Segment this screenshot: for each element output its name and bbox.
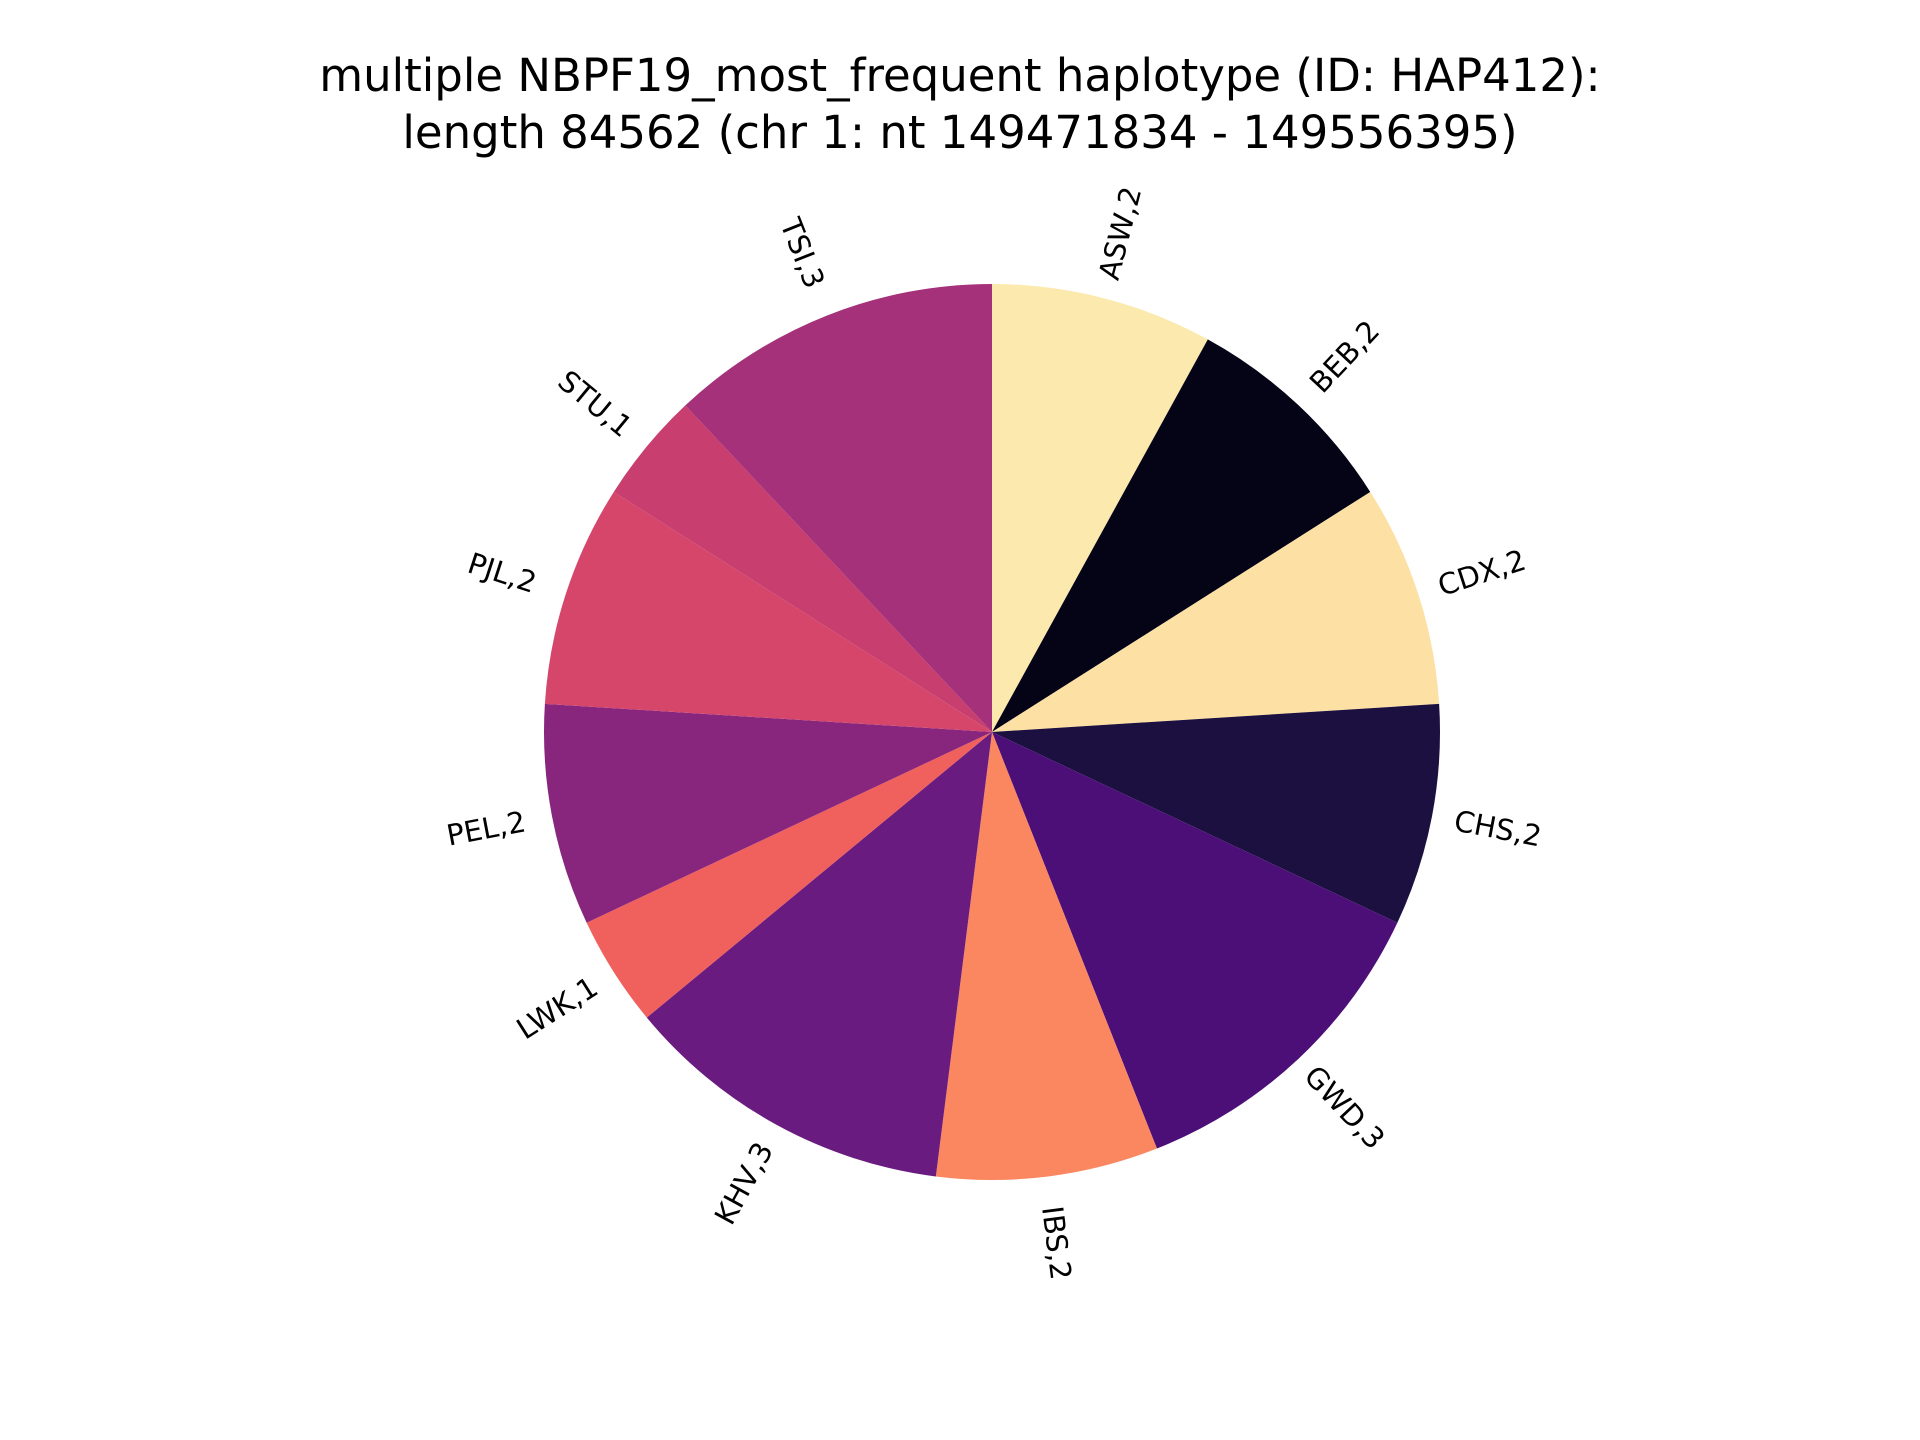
pie-slice-chs [992,703,1441,923]
pie-slice-label-khv: KHV,3 [708,1136,780,1230]
pie-slice-pjl [544,491,992,732]
pie-slice-label-lwk: LWK,1 [511,970,604,1046]
pie-slice-asw [992,284,1208,732]
pie-slice-label-gwd: GWD,3 [1298,1059,1392,1156]
pie-slice-cdx [992,491,1440,732]
pie-slice-label-asw: ASW,2 [1092,183,1148,283]
pie-slice-label-stu: STU,1 [552,364,639,444]
chart-title-line-2: length 84562 (chr 1: nt 149471834 - 1495… [402,106,1518,159]
pie-slice-label-cdx: CDX,2 [1434,543,1530,603]
pie-slice-tsi [685,284,992,732]
pie-slice-label-tsi: TSI,3 [773,212,832,293]
pie-slice-ibs [935,732,1157,1181]
pie-slice-stu [613,405,992,732]
pie-slice-label-ibs: IBS,2 [1035,1204,1078,1282]
pie-slice-label-pel: PEL,2 [444,804,529,852]
pie-slice-pel [543,703,992,923]
pie-slice-gwd [992,732,1398,1149]
pie-slice-label-beb: BEB,2 [1303,314,1387,400]
pie-slice-label-chs: CHS,2 [1451,804,1544,854]
pie-slices [543,284,1441,1181]
pie-slice-label-pjl: PJL,2 [464,546,541,600]
pie-slice-khv [646,732,992,1177]
pie-slice-lwk [586,732,992,1018]
chart-title-line-1: multiple NBPF19_most_frequent haplotype … [319,49,1601,102]
pie-slice-beb [992,339,1371,732]
